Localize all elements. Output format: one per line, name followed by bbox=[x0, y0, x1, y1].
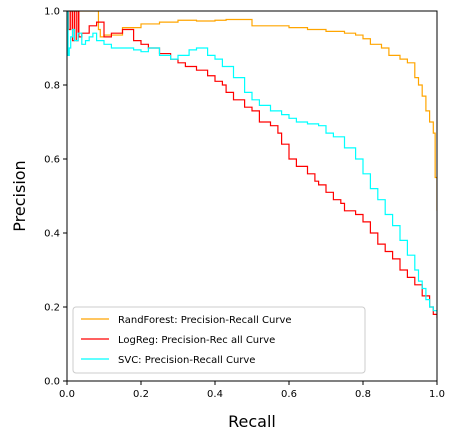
x-tick-label: 0.2 bbox=[133, 389, 149, 400]
series-line-1 bbox=[67, 11, 437, 319]
x-tick-label: 0.6 bbox=[281, 389, 297, 400]
y-tick-label: 0.2 bbox=[44, 303, 60, 314]
x-tick-label: 0.8 bbox=[355, 389, 371, 400]
x-tick-label: 1.0 bbox=[429, 389, 445, 400]
legend-label-0: RandForest: Precision-Recall Curve bbox=[118, 315, 292, 326]
plot-area bbox=[67, 11, 437, 319]
legend: RandForest: Precision-Recall Curve LogReg… bbox=[72, 306, 366, 374]
y-tick-label: 0.6 bbox=[44, 155, 60, 166]
x-axis-title: Recall bbox=[228, 412, 276, 431]
series-line-2 bbox=[67, 11, 437, 315]
y-tick-label: 0.4 bbox=[44, 229, 60, 240]
series-line-0 bbox=[67, 11, 437, 211]
axes: 0.0 0.2 0.4 0.6 0.8 1.0 0.0 0.2 0.4 0.6 0.8 1.0 bbox=[44, 7, 445, 401]
x-tick-label: 0.4 bbox=[207, 389, 223, 400]
y-axis-title: Precision bbox=[10, 160, 29, 231]
y-tick-label: 0.8 bbox=[44, 81, 60, 92]
legend-box bbox=[72, 306, 366, 374]
plot-frame bbox=[66, 10, 438, 382]
y-tick-label: 1.0 bbox=[44, 7, 60, 18]
y-tick-label: 0.0 bbox=[44, 377, 60, 388]
legend-label-2: SVC: Precision-Recall Curve bbox=[118, 355, 255, 366]
legend-label-1: LogReg: Precision-Rec all Curve bbox=[118, 335, 275, 346]
x-tick-label: 0.0 bbox=[59, 389, 75, 400]
